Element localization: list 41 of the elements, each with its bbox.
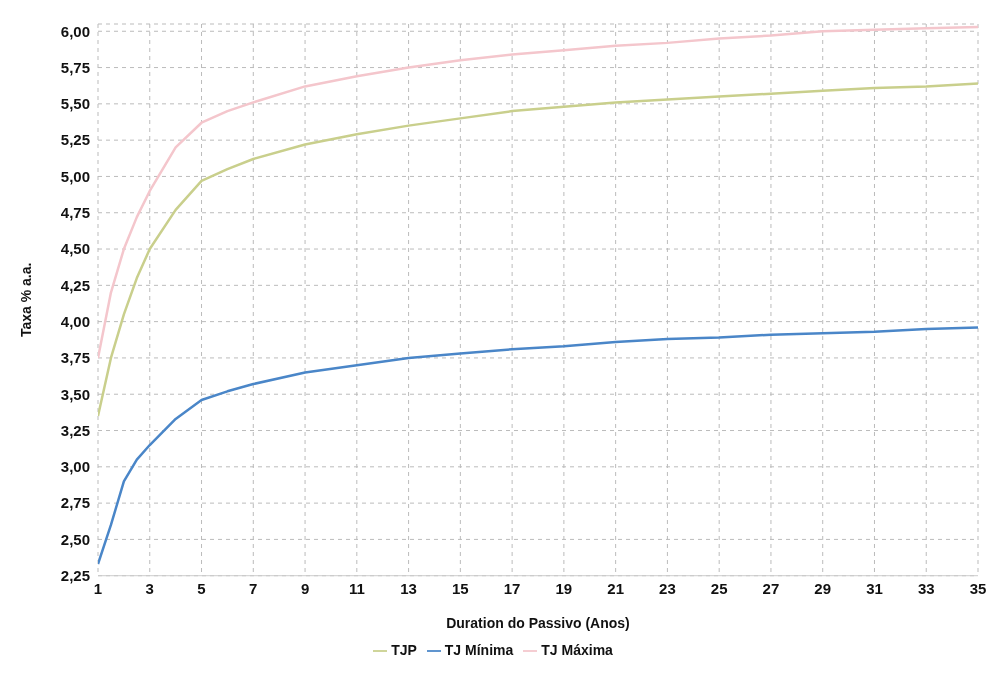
x-tick-label: 7	[249, 580, 258, 598]
x-tick-label: 17	[503, 580, 521, 598]
y-tick-label: 5,00	[60, 167, 90, 185]
x-tick-label: 15	[452, 580, 469, 598]
y-tick-label: 3,75	[60, 349, 90, 367]
x-tick-label: 21	[607, 580, 624, 598]
x-tick-label: 25	[710, 580, 728, 598]
y-tick-label: 2,50	[60, 530, 90, 548]
legend-label: TJ Mínima	[444, 641, 514, 658]
line-series	[98, 326, 978, 566]
x-tick-label: 11	[348, 580, 365, 598]
y-tick-label: 5,25	[60, 131, 90, 149]
x-tick-label: 33	[917, 580, 935, 598]
y-tick-label: 2,75	[60, 494, 90, 512]
y-tick-label: 5,75	[60, 58, 90, 76]
y-tick-label: 3,25	[60, 421, 90, 439]
x-tick-label: 27	[762, 580, 780, 598]
y-tick-label: 4,25	[60, 276, 90, 294]
y-tick-label: 3,00	[60, 458, 90, 476]
x-tick-label: 3	[145, 580, 154, 598]
x-tick-label: 31	[866, 580, 883, 598]
y-tick-label: 4,00	[60, 312, 90, 330]
x-axis-title: Duration do Passivo (Anos)	[446, 614, 630, 631]
x-tick-label: 23	[659, 580, 676, 598]
y-tick-label: 4,50	[60, 240, 90, 258]
x-tick-label: 5	[197, 580, 206, 598]
y-tick-label: 2,25	[60, 567, 90, 585]
y-tick-label: 4,75	[60, 204, 90, 222]
x-tick-label: 35	[969, 580, 987, 598]
x-tick-label: 13	[400, 580, 417, 598]
x-tick-label: 1	[93, 580, 103, 598]
y-axis-title: Taxa % a.a.	[17, 262, 34, 338]
x-tick-label: 29	[814, 580, 832, 598]
x-tick-label: 9	[300, 580, 310, 598]
y-tick-label: 6,00	[60, 22, 90, 40]
legend-label: TJ Máxima	[541, 641, 613, 658]
y-tick-label: 3,50	[60, 385, 90, 403]
legend-label: TJP	[391, 641, 417, 658]
line-series	[98, 82, 978, 418]
x-tick-label: 19	[555, 580, 573, 598]
y-tick-label: 5,50	[60, 95, 90, 113]
